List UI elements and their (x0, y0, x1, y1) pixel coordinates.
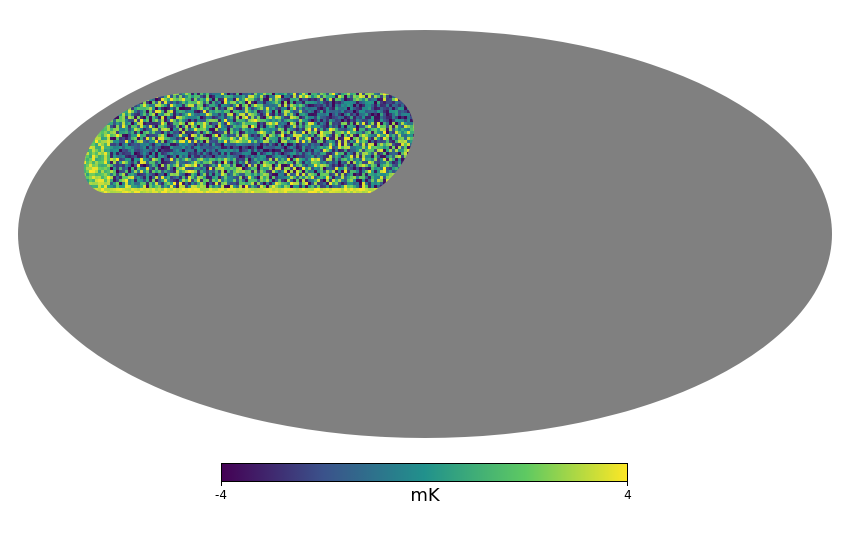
colorbar-min-tick (221, 482, 222, 486)
colorbar (221, 463, 628, 482)
colorbar-max-label: 4 (624, 488, 632, 502)
colorbar-max-tick (627, 482, 628, 486)
sky-ellipse (18, 30, 832, 438)
colorbar-unit-label: mK (410, 485, 440, 506)
colorbar-min-label: -4 (215, 488, 227, 502)
